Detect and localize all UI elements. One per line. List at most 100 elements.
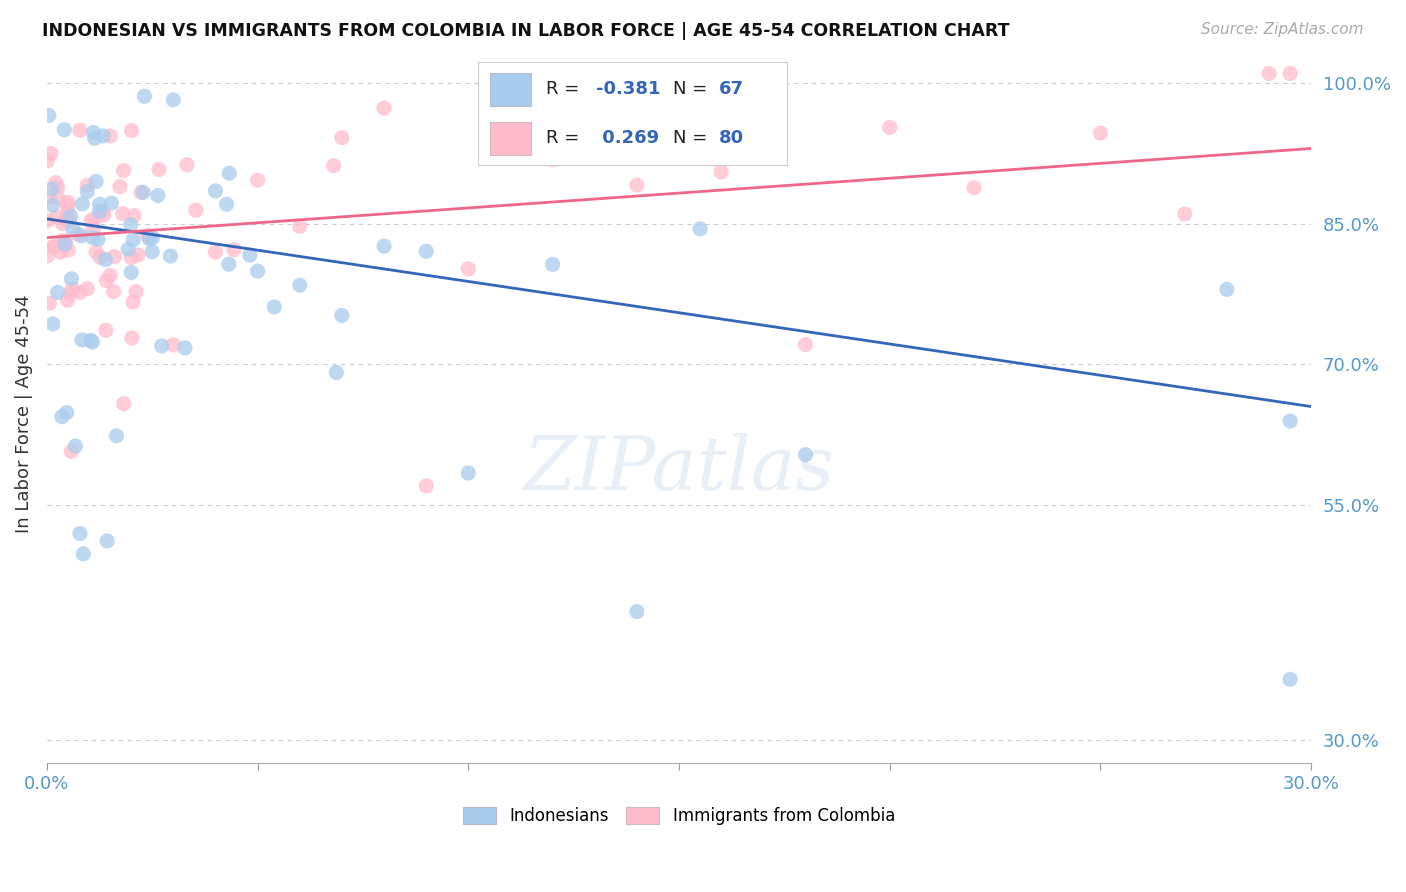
Point — [39, 146, 62, 161]
Point — [222, 243, 245, 257]
Point — [69, 526, 91, 541]
Point — [218, 257, 240, 271]
Point — [41, 182, 63, 196]
Point — [91, 128, 114, 143]
Point — [38, 108, 60, 122]
Point — [415, 479, 437, 493]
Text: Source: ZipAtlas.com: Source: ZipAtlas.com — [1201, 22, 1364, 37]
Point — [134, 89, 156, 103]
Point — [120, 265, 142, 279]
Point — [794, 448, 817, 462]
Point — [136, 228, 159, 243]
Point — [49, 245, 72, 260]
Point — [84, 211, 107, 226]
Point — [1258, 66, 1281, 80]
Point — [67, 227, 90, 242]
Point — [138, 232, 160, 246]
Point — [120, 218, 142, 232]
Point — [83, 131, 105, 145]
Point — [373, 239, 395, 253]
Point — [60, 272, 83, 286]
Point — [141, 244, 163, 259]
Point — [84, 245, 107, 260]
Point — [132, 186, 155, 200]
Point — [1216, 282, 1239, 296]
Point — [60, 282, 83, 296]
Text: R =: R = — [546, 129, 585, 147]
Point — [42, 240, 65, 254]
Point — [148, 162, 170, 177]
Point — [72, 547, 94, 561]
Point — [122, 233, 145, 247]
Point — [55, 212, 77, 227]
Text: N =: N = — [673, 129, 713, 147]
Point — [239, 248, 262, 262]
Point — [794, 337, 817, 351]
Point — [1279, 673, 1302, 687]
Point — [84, 174, 107, 188]
Point — [76, 282, 98, 296]
Point — [87, 232, 110, 246]
Point — [105, 429, 128, 443]
Point — [38, 190, 60, 204]
Point — [626, 605, 648, 619]
Text: 0.269: 0.269 — [596, 129, 658, 147]
Point — [246, 173, 269, 187]
Point — [80, 213, 103, 227]
Point — [58, 214, 80, 228]
Point — [150, 339, 173, 353]
Point — [46, 190, 69, 204]
Point — [710, 165, 733, 179]
Point — [98, 268, 121, 283]
Point — [325, 366, 347, 380]
Point — [42, 317, 65, 331]
Point — [37, 249, 59, 263]
Point — [41, 198, 63, 212]
Y-axis label: In Labor Force | Age 45-54: In Labor Force | Age 45-54 — [15, 294, 32, 533]
Point — [330, 309, 353, 323]
Point — [94, 252, 117, 267]
Point — [62, 221, 84, 235]
Point — [51, 409, 73, 424]
Point — [121, 123, 143, 137]
Point — [122, 295, 145, 310]
Point — [38, 296, 60, 310]
Point — [457, 466, 479, 480]
Point — [689, 222, 711, 236]
Point — [322, 159, 344, 173]
Point — [82, 230, 104, 244]
Point — [146, 188, 169, 202]
Text: N =: N = — [673, 80, 713, 98]
Point — [457, 261, 479, 276]
Point — [55, 405, 77, 419]
Point — [112, 397, 135, 411]
Point — [103, 250, 125, 264]
Point — [288, 219, 311, 234]
Point — [37, 214, 59, 228]
Point — [69, 123, 91, 137]
Point — [53, 122, 76, 136]
Point — [204, 184, 226, 198]
Point — [46, 285, 69, 300]
Point — [82, 222, 104, 236]
Point — [963, 180, 986, 194]
Point — [541, 153, 564, 167]
Point — [56, 199, 79, 213]
Point — [76, 185, 98, 199]
Point — [96, 274, 118, 288]
Point — [100, 196, 122, 211]
Point — [129, 186, 152, 200]
Point — [112, 163, 135, 178]
Point — [45, 176, 67, 190]
Point — [246, 264, 269, 278]
Point — [51, 234, 73, 248]
Point — [122, 209, 145, 223]
Point — [76, 178, 98, 193]
Point — [89, 204, 111, 219]
Point — [56, 293, 79, 308]
Point — [263, 300, 285, 314]
Point — [59, 286, 82, 301]
Point — [162, 338, 184, 352]
Point — [541, 257, 564, 271]
Point — [125, 285, 148, 299]
